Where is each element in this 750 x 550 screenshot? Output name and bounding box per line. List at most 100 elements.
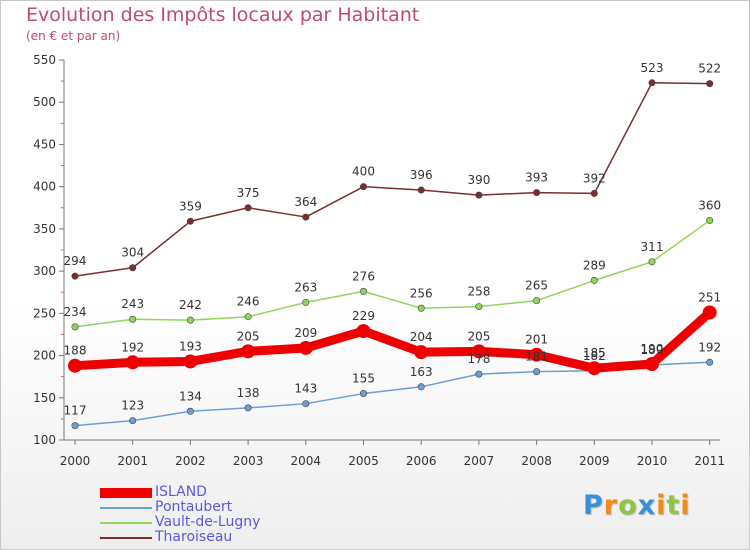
data-point: [417, 304, 425, 312]
data-point: [417, 383, 425, 391]
data-point: [414, 345, 429, 360]
series-line-tharoiseau: [74, 82, 710, 277]
data-point: [71, 422, 79, 430]
data-label: 209: [294, 326, 317, 340]
data-point: [186, 217, 194, 225]
data-point: [129, 315, 137, 323]
data-point: [706, 216, 714, 224]
data-label: 360: [698, 198, 721, 212]
data-point: [129, 264, 137, 272]
data-point: [71, 272, 79, 280]
data-point: [587, 361, 602, 376]
logo-letter: P: [583, 490, 604, 521]
data-label: 396: [410, 168, 433, 182]
data-label: 364: [294, 195, 317, 209]
data-label: 155: [352, 372, 375, 386]
logo-letter: o: [618, 490, 638, 521]
data-point: [702, 305, 717, 320]
legend-label: Pontaubert: [155, 499, 233, 515]
data-label: 193: [179, 339, 202, 353]
y-tick-label: 350: [33, 222, 56, 236]
series-line-vault-de-lugny: [74, 219, 711, 328]
data-label: 256: [410, 286, 433, 300]
legend-swatch: [100, 522, 152, 524]
data-label: 393: [525, 171, 548, 185]
logo-letter: x: [637, 490, 657, 521]
data-point: [645, 357, 659, 371]
data-label: 229: [352, 309, 375, 323]
data-label: 190: [641, 342, 664, 356]
data-point: [71, 323, 79, 331]
data-label: 289: [583, 258, 606, 272]
x-tick-label: 2003: [233, 454, 264, 468]
data-point: [648, 258, 656, 266]
data-point: [129, 417, 137, 425]
data-label: 201: [525, 333, 548, 347]
data-point: [529, 347, 544, 362]
data-point: [356, 324, 371, 339]
data-point: [68, 358, 82, 373]
data-point: [302, 298, 310, 306]
x-tick-label: 2002: [175, 454, 206, 468]
data-point: [244, 404, 252, 412]
data-label: 311: [641, 240, 664, 254]
data-point: [706, 358, 714, 366]
data-point: [475, 191, 483, 199]
y-tick-label: 500: [33, 95, 56, 109]
data-point: [302, 400, 310, 408]
legend-swatch: [100, 507, 152, 509]
legend-label: ISLAND: [155, 484, 207, 500]
data-point: [648, 79, 656, 87]
series-line-island: [74, 309, 713, 373]
data-label: 188: [64, 344, 87, 358]
logo-letter: i: [656, 490, 667, 521]
data-label: 276: [352, 269, 375, 283]
data-label: 265: [525, 279, 548, 293]
data-point: [359, 287, 367, 295]
data-label: 123: [121, 399, 144, 413]
data-label: 258: [467, 285, 490, 299]
x-tick-label: 2010: [637, 454, 668, 468]
data-point: [241, 344, 256, 359]
series-line-pontaubert: [74, 361, 710, 427]
y-tick-label: 100: [33, 433, 56, 447]
y-tick-label: 450: [33, 137, 56, 151]
data-point: [533, 297, 541, 305]
data-label: 182: [583, 349, 606, 363]
data-point: [244, 313, 252, 321]
data-label: 375: [237, 186, 260, 200]
data-label: 234: [64, 305, 87, 319]
data-point: [186, 316, 194, 324]
data-label: 163: [410, 365, 433, 379]
data-label: 522: [698, 62, 721, 76]
data-point: [533, 189, 541, 197]
x-tick-label: 2000: [60, 454, 91, 468]
x-tick-label: 2006: [406, 454, 437, 468]
data-label: 243: [121, 297, 144, 311]
legend-swatch: [100, 537, 152, 539]
y-tick-label: 250: [33, 306, 56, 320]
data-label: 400: [352, 165, 375, 179]
data-label: 178: [467, 352, 490, 366]
data-point: [359, 183, 367, 191]
data-point: [533, 368, 541, 376]
data-label: 138: [237, 386, 260, 400]
data-label: 251: [698, 290, 721, 304]
legend-swatch: [100, 488, 152, 498]
data-label: 359: [179, 199, 202, 213]
data-label: 390: [467, 173, 490, 187]
data-point: [302, 213, 310, 221]
logo-letter: r: [603, 490, 619, 521]
data-point: [417, 186, 425, 194]
data-label: 246: [237, 295, 260, 309]
x-tick-label: 2007: [464, 454, 495, 468]
y-tick-label: 150: [33, 391, 56, 405]
chart-title: Evolution des Impôts locaux par Habitant: [26, 4, 420, 26]
x-tick-label: 2005: [348, 454, 379, 468]
data-point: [359, 390, 367, 398]
x-tick-label: 2009: [579, 454, 610, 468]
data-point: [706, 80, 714, 88]
data-label: 117: [64, 404, 87, 418]
